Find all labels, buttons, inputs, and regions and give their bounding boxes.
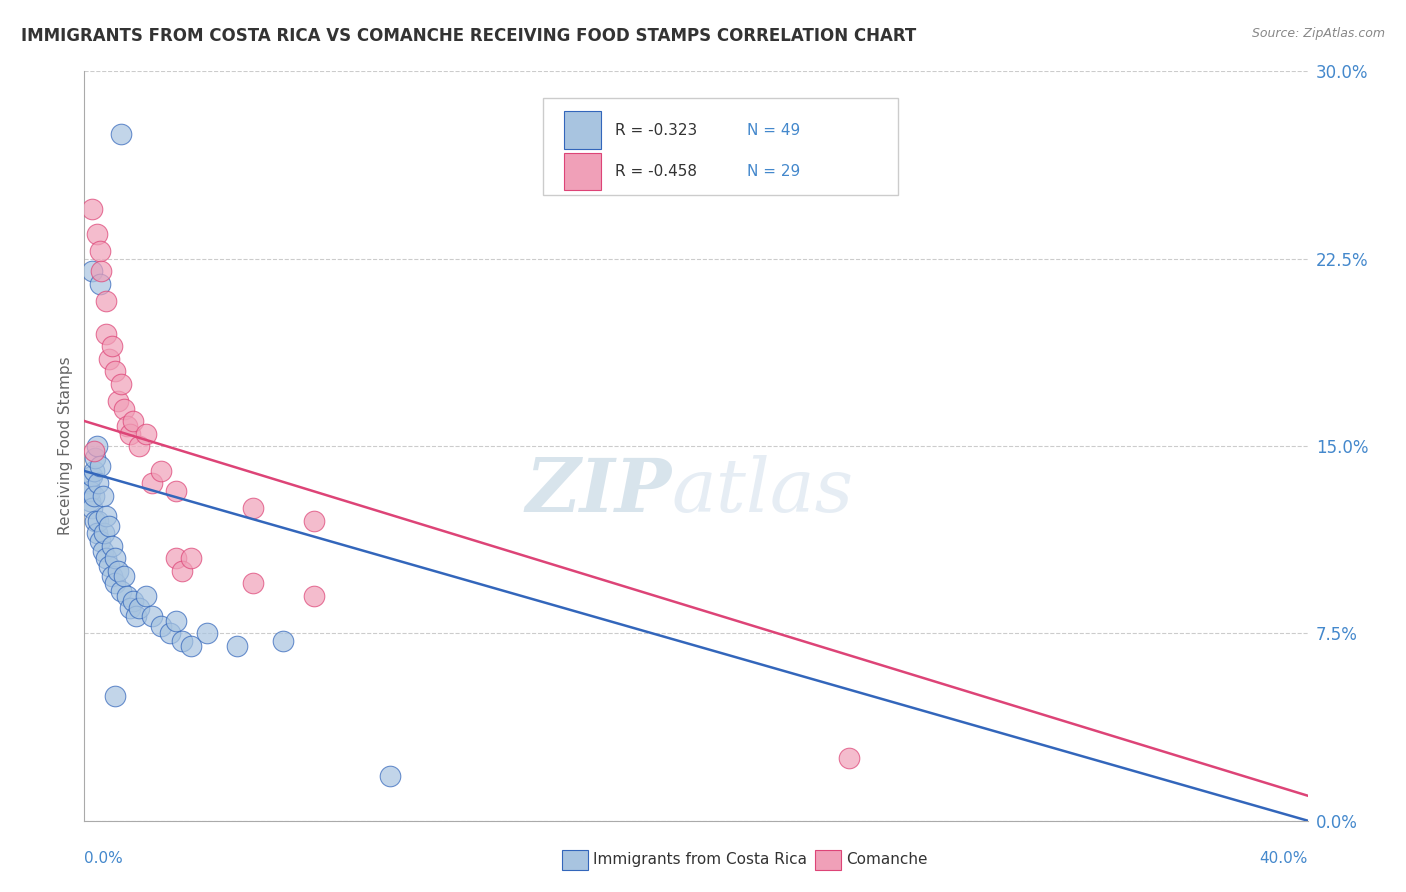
Point (101, 569, 124, 583)
Point (89, 244, 111, 259)
Point (91, 489, 114, 503)
Point (84, 451, 107, 466)
Point (94, 294, 117, 309)
Text: R = -0.323: R = -0.323 (616, 122, 697, 137)
Point (125, 608, 148, 623)
Point (172, 633, 194, 648)
Point (149, 464, 172, 478)
Point (271, 633, 294, 648)
Point (107, 394, 129, 409)
Point (107, 564, 129, 578)
Point (115, 589, 138, 603)
Point (110, 583, 132, 598)
Point (135, 589, 157, 603)
Point (165, 614, 187, 628)
Point (180, 639, 202, 653)
Point (97, 519, 120, 533)
Point (302, 514, 325, 528)
Point (80, 202, 103, 216)
Y-axis label: Receiving Food Stamps: Receiving Food Stamps (58, 357, 73, 535)
Point (84, 514, 107, 528)
Point (135, 426, 157, 441)
Point (101, 539, 124, 553)
Text: N = 49: N = 49 (748, 122, 800, 137)
Point (141, 608, 163, 623)
Text: 0.0%: 0.0% (84, 851, 124, 865)
Point (302, 589, 325, 603)
Point (104, 689, 127, 703)
Point (165, 483, 187, 498)
Text: R = -0.458: R = -0.458 (616, 164, 697, 179)
Point (90, 264, 112, 278)
Text: Comanche: Comanche (846, 853, 928, 867)
Point (94, 508, 117, 523)
Point (380, 769, 402, 783)
Point (180, 551, 202, 566)
Point (110, 376, 132, 391)
Point (122, 414, 145, 428)
Point (242, 576, 264, 591)
Point (101, 339, 124, 353)
Point (122, 594, 145, 608)
Point (89, 458, 111, 473)
FancyBboxPatch shape (543, 97, 898, 195)
Point (80, 501, 103, 516)
Point (838, 751, 860, 765)
Point (141, 476, 163, 491)
Point (83, 489, 105, 503)
Text: N = 29: N = 29 (748, 164, 800, 179)
Point (97, 558, 120, 573)
Point (91, 544, 114, 558)
Point (159, 626, 181, 640)
Point (226, 639, 249, 653)
Point (80, 469, 103, 483)
Point (89, 277, 111, 291)
Point (195, 626, 218, 640)
Point (242, 501, 264, 516)
Point (83, 464, 105, 478)
Point (87, 514, 110, 528)
Point (97, 351, 120, 366)
Point (94, 326, 117, 341)
Point (104, 364, 127, 378)
Point (77, 476, 100, 491)
Text: atlas: atlas (672, 455, 853, 527)
Point (128, 601, 150, 615)
Point (94, 551, 117, 566)
Point (120, 426, 142, 441)
Text: ZIP: ZIP (526, 455, 672, 527)
Point (86, 227, 108, 241)
Point (115, 419, 138, 434)
Point (112, 569, 135, 583)
Point (86, 439, 108, 453)
Point (128, 439, 150, 453)
Point (87, 476, 110, 491)
Point (83, 444, 105, 458)
Text: Source: ZipAtlas.com: Source: ZipAtlas.com (1251, 27, 1385, 40)
Point (104, 576, 127, 591)
Point (104, 551, 127, 566)
Point (79, 494, 101, 508)
Point (86, 526, 108, 541)
Point (80, 264, 103, 278)
Point (172, 564, 194, 578)
Point (79, 483, 101, 498)
Point (89, 533, 111, 548)
Point (165, 551, 187, 566)
Text: Immigrants from Costa Rica: Immigrants from Costa Rica (593, 853, 807, 867)
Point (149, 619, 172, 633)
Point (110, 127, 132, 141)
Point (93, 526, 115, 541)
Bar (564, 153, 600, 190)
Text: 40.0%: 40.0% (1260, 851, 1308, 865)
Point (120, 601, 142, 615)
Point (112, 401, 135, 416)
Text: IMMIGRANTS FROM COSTA RICA VS COMANCHE RECEIVING FOOD STAMPS CORRELATION CHART: IMMIGRANTS FROM COSTA RICA VS COMANCHE R… (21, 27, 917, 45)
Bar (564, 112, 600, 149)
